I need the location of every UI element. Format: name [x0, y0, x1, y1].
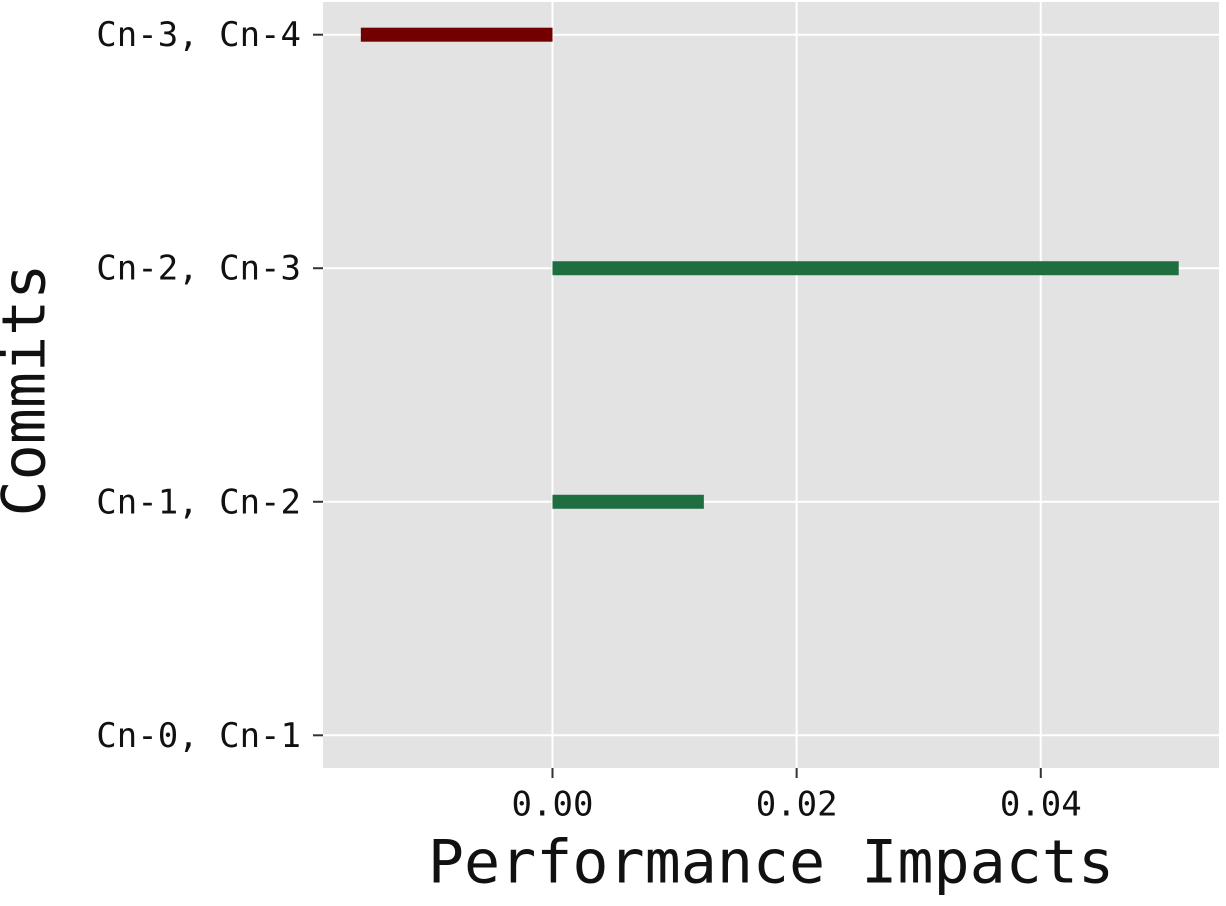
y-axis-title: Commits	[0, 264, 60, 517]
x-axis-title: Performance Impacts	[428, 828, 1114, 898]
plot-background	[323, 2, 1219, 768]
y-tick-label: Cn-0, Cn-1	[96, 716, 301, 756]
y-tick-label: Cn-1, Cn-2	[96, 482, 301, 522]
bar	[552, 261, 1179, 276]
x-tick-label: 0.02	[756, 785, 838, 825]
x-tick-label: 0.00	[512, 785, 594, 825]
y-tick-label: Cn-2, Cn-3	[96, 249, 301, 289]
bar	[360, 27, 553, 42]
x-tick-label: 0.04	[1000, 785, 1082, 825]
bar	[552, 494, 704, 509]
y-tick-label: Cn-3, Cn-4	[96, 15, 301, 55]
